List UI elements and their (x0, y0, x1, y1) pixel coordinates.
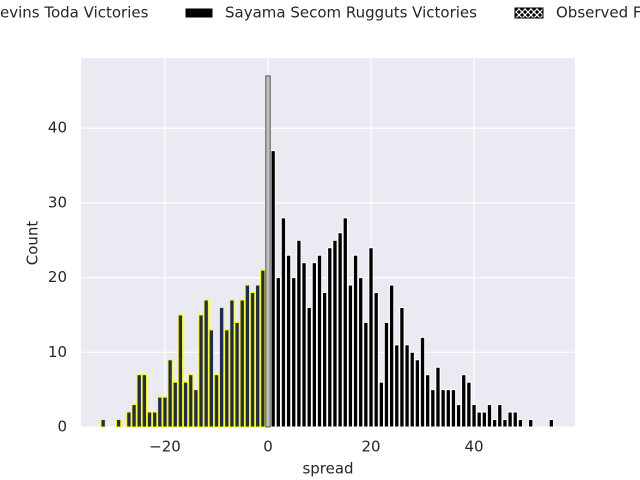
bar (260, 269, 266, 428)
bar (337, 232, 343, 428)
bar (455, 404, 462, 428)
bar (440, 389, 446, 428)
bar (301, 262, 307, 428)
x-axis-label: spread (302, 460, 353, 478)
y-tick-label: 20 (48, 268, 67, 286)
bar (358, 277, 364, 428)
bar (115, 419, 122, 428)
bar (280, 217, 287, 428)
bar (172, 381, 178, 428)
bar (131, 404, 137, 428)
bar (275, 277, 281, 428)
bar (296, 239, 302, 428)
bar (146, 411, 153, 428)
bar (486, 404, 493, 428)
bar (239, 299, 245, 428)
legend-label: Observed F (556, 4, 640, 22)
legend-label: Sayama Secom Rugguts Victories (225, 4, 477, 22)
bar (311, 262, 318, 428)
y-tick-label: 30 (48, 193, 67, 211)
bar (244, 284, 251, 428)
bar (332, 239, 338, 428)
bar (394, 344, 400, 428)
bar (383, 321, 390, 428)
bar (445, 389, 451, 428)
bar (321, 292, 328, 428)
y-tick-label: 0 (57, 418, 67, 436)
y-tick-label: 40 (48, 119, 67, 137)
bar (162, 396, 168, 428)
x-tick-label: 20 (361, 438, 380, 456)
bar (373, 292, 379, 428)
bar (306, 306, 312, 428)
bar (430, 389, 436, 428)
bar (435, 366, 441, 428)
bar (177, 314, 184, 428)
bar (198, 314, 204, 428)
bar (234, 321, 240, 428)
bar (466, 381, 472, 428)
bar (213, 374, 220, 428)
x-tick-label: 40 (464, 438, 483, 456)
bar (450, 389, 457, 428)
bar (512, 411, 518, 428)
bar (347, 284, 354, 428)
bar (136, 374, 142, 428)
bar (316, 254, 323, 428)
bar (182, 381, 189, 428)
bar (342, 217, 348, 428)
bar (157, 396, 163, 428)
x-tick-label: 0 (263, 438, 273, 456)
bar (291, 277, 297, 428)
bar (399, 306, 405, 428)
bar (218, 306, 225, 428)
bar (255, 284, 261, 428)
bar (497, 404, 503, 428)
bar (502, 419, 508, 428)
bar (208, 329, 214, 428)
bar (507, 411, 513, 428)
bar (363, 321, 369, 428)
bar (548, 419, 554, 428)
bar (409, 351, 415, 428)
bar (249, 292, 256, 428)
bar (126, 411, 132, 428)
bar (476, 411, 482, 428)
bar (471, 404, 477, 428)
bar (404, 344, 410, 428)
bar (141, 374, 148, 428)
legend-swatch (184, 7, 214, 19)
bar (265, 75, 271, 428)
legend-swatch (514, 7, 544, 19)
x-tick-label: −20 (149, 438, 181, 456)
bar (388, 284, 395, 428)
bar (270, 150, 276, 428)
legend-label: evins Toda Victories (0, 4, 149, 22)
bar (151, 411, 158, 428)
bar (368, 247, 374, 428)
bar (528, 419, 534, 428)
bar (425, 374, 431, 428)
bar (100, 419, 106, 428)
bar (203, 299, 209, 428)
y-tick-label: 10 (48, 343, 67, 361)
bar (378, 381, 384, 428)
bar (461, 374, 467, 428)
bar (419, 336, 426, 428)
bar (285, 254, 292, 428)
bar (229, 299, 235, 428)
bar (517, 419, 524, 428)
bar (188, 374, 194, 428)
bar (327, 247, 333, 428)
bar (414, 359, 421, 428)
bar (481, 411, 488, 428)
bar (224, 329, 230, 428)
bar (352, 254, 359, 428)
bar (491, 419, 498, 428)
bar (193, 389, 199, 428)
bar (167, 359, 173, 428)
y-axis-label: Count (24, 221, 42, 266)
